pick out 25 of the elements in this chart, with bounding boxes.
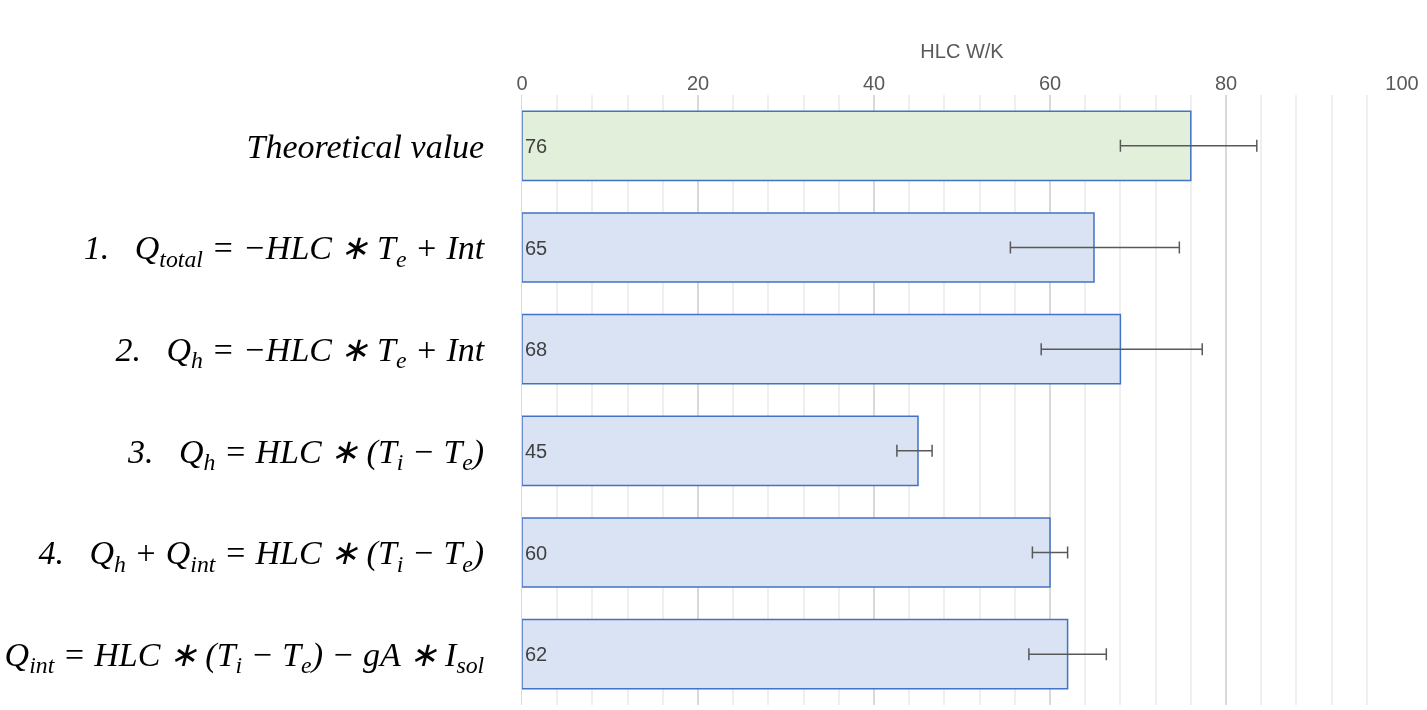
x-tick-label: 60 — [1038, 72, 1062, 94]
x-tick-label: 40 — [862, 72, 886, 94]
bar — [522, 110, 1192, 182]
data-label: 76 — [525, 134, 548, 157]
bar — [522, 212, 1095, 283]
bar — [522, 517, 1051, 588]
bar — [522, 618, 1069, 690]
category-label: 4. Q$_{h}$ + Q$_{int}$ = HLC ∗ (T$_{i}$ − T$_{e}$) — [38, 534, 485, 577]
data-label: 68 — [525, 338, 548, 361]
data-label: 60 — [525, 541, 548, 564]
y-tick-label: Q$_{int}$ = HLC ∗ (T$_{i}$ − T$_{e}$) − gA ∗ I$_{sol}$ — [4, 636, 485, 679]
y-tick-label: 3. Q$_{h}$ = HLC ∗ (T$_{i}$ − T$_{e}$) — [127, 432, 485, 475]
y-tick-label: Theoretical value — [246, 127, 485, 165]
data-label: 45 — [525, 439, 548, 462]
x-tick-label: 100 — [1385, 72, 1419, 94]
data-label: 65 — [525, 236, 548, 259]
y-tick-label: 2. Q$_{h}$ = −HLC ∗ T$_{e}$ + Int — [115, 331, 486, 374]
x-axis-title: HLC W/K — [920, 39, 1005, 62]
x-tick-label: 0 — [516, 72, 528, 94]
x-tick-label: 20 — [686, 72, 710, 94]
data-label: 62 — [525, 643, 548, 666]
bar — [522, 415, 919, 487]
x-tick-label: 80 — [1214, 72, 1238, 94]
y-tick-label: 1. Q$_{total}$ = −HLC ∗ T$_{e}$ + Int — [83, 229, 486, 272]
bar — [522, 313, 1122, 385]
